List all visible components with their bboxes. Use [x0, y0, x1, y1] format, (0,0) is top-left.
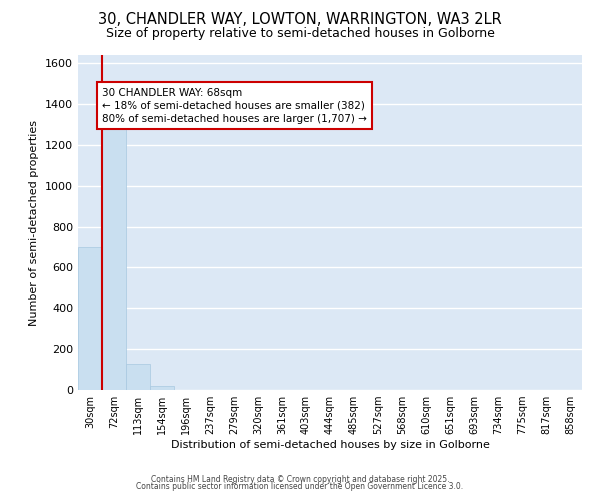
Text: 30, CHANDLER WAY, LOWTON, WARRINGTON, WA3 2LR: 30, CHANDLER WAY, LOWTON, WARRINGTON, WA…	[98, 12, 502, 28]
Y-axis label: Number of semi-detached properties: Number of semi-detached properties	[29, 120, 40, 326]
Text: Size of property relative to semi-detached houses in Golborne: Size of property relative to semi-detach…	[106, 28, 494, 40]
Bar	[126, 364, 150, 390]
Text: 30 CHANDLER WAY: 68sqm
← 18% of semi-detached houses are smaller (382)
80% of se: 30 CHANDLER WAY: 68sqm ← 18% of semi-det…	[102, 88, 367, 124]
Text: Contains public sector information licensed under the Open Government Licence 3.: Contains public sector information licen…	[136, 482, 464, 491]
Text: Contains HM Land Registry data © Crown copyright and database right 2025.: Contains HM Land Registry data © Crown c…	[151, 475, 449, 484]
Bar	[78, 247, 102, 390]
X-axis label: Distribution of semi-detached houses by size in Golborne: Distribution of semi-detached houses by …	[170, 440, 490, 450]
Bar	[150, 386, 174, 390]
Bar	[102, 122, 126, 390]
